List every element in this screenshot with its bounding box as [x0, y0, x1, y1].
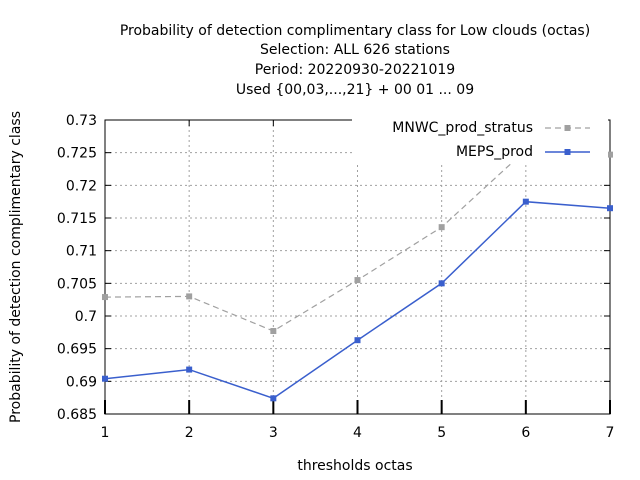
x-tick-label: 2: [185, 425, 194, 441]
title-line-1: Probability of detection complimentary c…: [120, 23, 590, 39]
data-point-MEPS_prod-7: [607, 205, 613, 212]
data-point-MNWC_prod_stratus-2: [186, 293, 193, 300]
x-tick-label: 1: [101, 425, 110, 441]
x-tick-label: 6: [521, 425, 530, 441]
legend-marker-MNWC_prod_stratus: [564, 125, 571, 131]
y-tick-label: 0.71: [66, 244, 97, 260]
data-point-MNWC_prod_stratus-7: [607, 151, 613, 158]
x-tick-label: 7: [606, 425, 615, 441]
data-point-MNWC_prod_stratus-1: [102, 294, 108, 301]
y-tick-label: 0.7: [75, 309, 97, 325]
x-tick-labels: 1 2 3 4 5 6 7: [101, 425, 615, 441]
data-point-MNWC_prod_stratus-5: [438, 224, 445, 231]
data-point-MEPS_prod-2: [186, 366, 193, 373]
x-tick-label: 4: [353, 425, 362, 441]
title-line-3: Period: 20220930-20221019: [255, 62, 455, 78]
y-tick-label: 0.725: [57, 146, 97, 162]
chart-title: Probability of detection complimentary c…: [120, 23, 590, 98]
data-point-MNWC_prod_stratus-4: [354, 277, 361, 284]
legend-label-MEPS_prod: MEPS_prod: [456, 144, 533, 160]
y-axis-label: Probability of detection complimentary c…: [8, 111, 24, 423]
y-tick-label: 0.705: [57, 276, 97, 292]
data-point-MEPS_prod-4: [354, 337, 361, 344]
data-point-MEPS_prod-6: [522, 198, 529, 205]
legend: MNWC_prod_stratus MEPS_prod: [352, 116, 608, 162]
data-point-MEPS_prod-1: [102, 375, 108, 382]
legend-bg: [352, 116, 608, 138]
y-tick-labels: 0.685 0.69 0.695 0.7 0.705 0.71 0.715 0.72 0.725…: [57, 113, 97, 423]
x-tick-label: 3: [269, 425, 278, 441]
legend-marker-MEPS_prod: [564, 149, 571, 155]
x-tick-label: 5: [437, 425, 446, 441]
legend-label-MNWC_prod_stratus: MNWC_prod_stratus: [392, 120, 533, 136]
y-tick-label: 0.685: [57, 407, 97, 423]
title-line-2: Selection: ALL 626 stations: [260, 42, 450, 58]
data-point-MEPS_prod-5: [438, 280, 445, 287]
y-tick-label: 0.715: [57, 211, 97, 227]
data-point-MNWC_prod_stratus-3: [270, 328, 277, 335]
y-tick-label: 0.69: [66, 374, 97, 390]
data-point-MEPS_prod-3: [270, 395, 277, 402]
x-axis-label: thresholds octas: [297, 458, 412, 474]
y-tick-label: 0.73: [66, 113, 97, 129]
y-tick-label: 0.72: [66, 178, 97, 194]
legend-bg: [352, 140, 608, 162]
y-tick-label: 0.695: [57, 342, 97, 358]
title-line-4: Used {00,03,...,21} + 00 01 ... 09: [236, 82, 474, 98]
